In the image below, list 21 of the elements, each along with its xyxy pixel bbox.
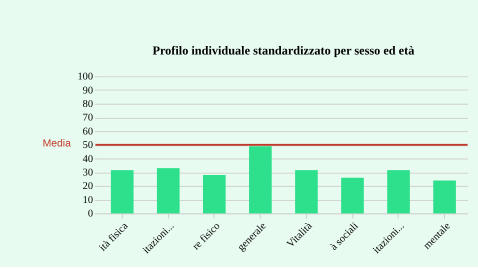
y-tick-label: 90 bbox=[82, 85, 94, 96]
y-tick-label: 10 bbox=[82, 194, 94, 206]
y-tick-label: 100 bbox=[77, 72, 94, 83]
bar bbox=[202, 174, 226, 214]
bar bbox=[110, 170, 134, 214]
bar bbox=[295, 170, 318, 214]
y-tick-label: 20 bbox=[82, 181, 94, 192]
y-tick-label: 50 bbox=[82, 140, 94, 152]
bar bbox=[433, 180, 456, 214]
y-tick-label: 70 bbox=[82, 112, 94, 124]
bar bbox=[156, 168, 180, 214]
y-tick-label: 80 bbox=[82, 99, 94, 110]
y-tick-label: 0 bbox=[88, 208, 94, 220]
y-tick-label: 60 bbox=[82, 126, 94, 138]
bar bbox=[387, 170, 410, 214]
bar bbox=[249, 146, 272, 214]
y-tick-label: 30 bbox=[82, 168, 94, 179]
y-tick-label: 40 bbox=[82, 154, 94, 165]
ref-line-label: Media bbox=[42, 138, 72, 150]
chart-title: Profilo individuale standardizzato per sesso ed età bbox=[152, 44, 414, 58]
bar bbox=[341, 178, 364, 214]
